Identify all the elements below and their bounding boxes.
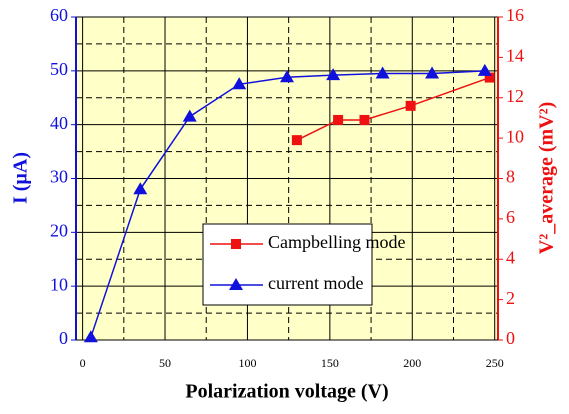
data-point (291, 135, 302, 146)
x-tick-label: 50 (159, 356, 171, 370)
data-point (359, 114, 370, 125)
y-tick-label: 10 (50, 274, 68, 294)
data-point (477, 63, 492, 76)
y2-tick-label: 16 (506, 5, 524, 25)
y-axis-label: I (µA) (10, 152, 32, 204)
y2-tick-label: 4 (506, 247, 515, 267)
y2-tick-label: 6 (506, 207, 515, 227)
legend-box (202, 223, 373, 306)
legend-marker (231, 239, 241, 249)
data-point (375, 66, 390, 79)
y-tick-label: 50 (50, 59, 68, 79)
data-point (133, 182, 148, 195)
y-tick-label: 30 (50, 167, 68, 187)
y2-tick-label: 0 (506, 328, 515, 348)
legend-label: current mode (268, 273, 363, 293)
y2-tick-label: 14 (506, 46, 524, 66)
x-tick-label: 100 (238, 356, 256, 370)
x-tick-label: 200 (403, 356, 421, 370)
data-point (182, 109, 197, 122)
x-tick-label: 250 (486, 356, 504, 370)
y-tick-label: 0 (59, 328, 68, 348)
x-tick-label: 150 (321, 356, 339, 370)
data-point (232, 77, 247, 90)
data-point (326, 68, 341, 81)
data-point (405, 100, 416, 111)
y-tick-label: 20 (50, 220, 68, 240)
y2-tick-label: 10 (506, 126, 524, 146)
x-tick-label: 0 (80, 356, 86, 370)
data-point (484, 72, 495, 83)
legend-label: Campbelling mode (268, 232, 405, 252)
y-tick-label: 40 (50, 113, 68, 133)
x-axis-label: Polarization voltage (V) (185, 381, 388, 403)
y2-tick-label: 8 (506, 167, 515, 187)
y2-axis-label: V²_average (mV²) (536, 102, 558, 255)
legend-marker (229, 278, 243, 290)
data-point (333, 114, 344, 125)
data-point (280, 70, 294, 83)
y-tick-label: 60 (50, 5, 68, 25)
y2-tick-label: 2 (506, 288, 515, 308)
data-point (425, 66, 440, 79)
data-point (83, 330, 98, 343)
y2-tick-label: 12 (506, 86, 524, 106)
